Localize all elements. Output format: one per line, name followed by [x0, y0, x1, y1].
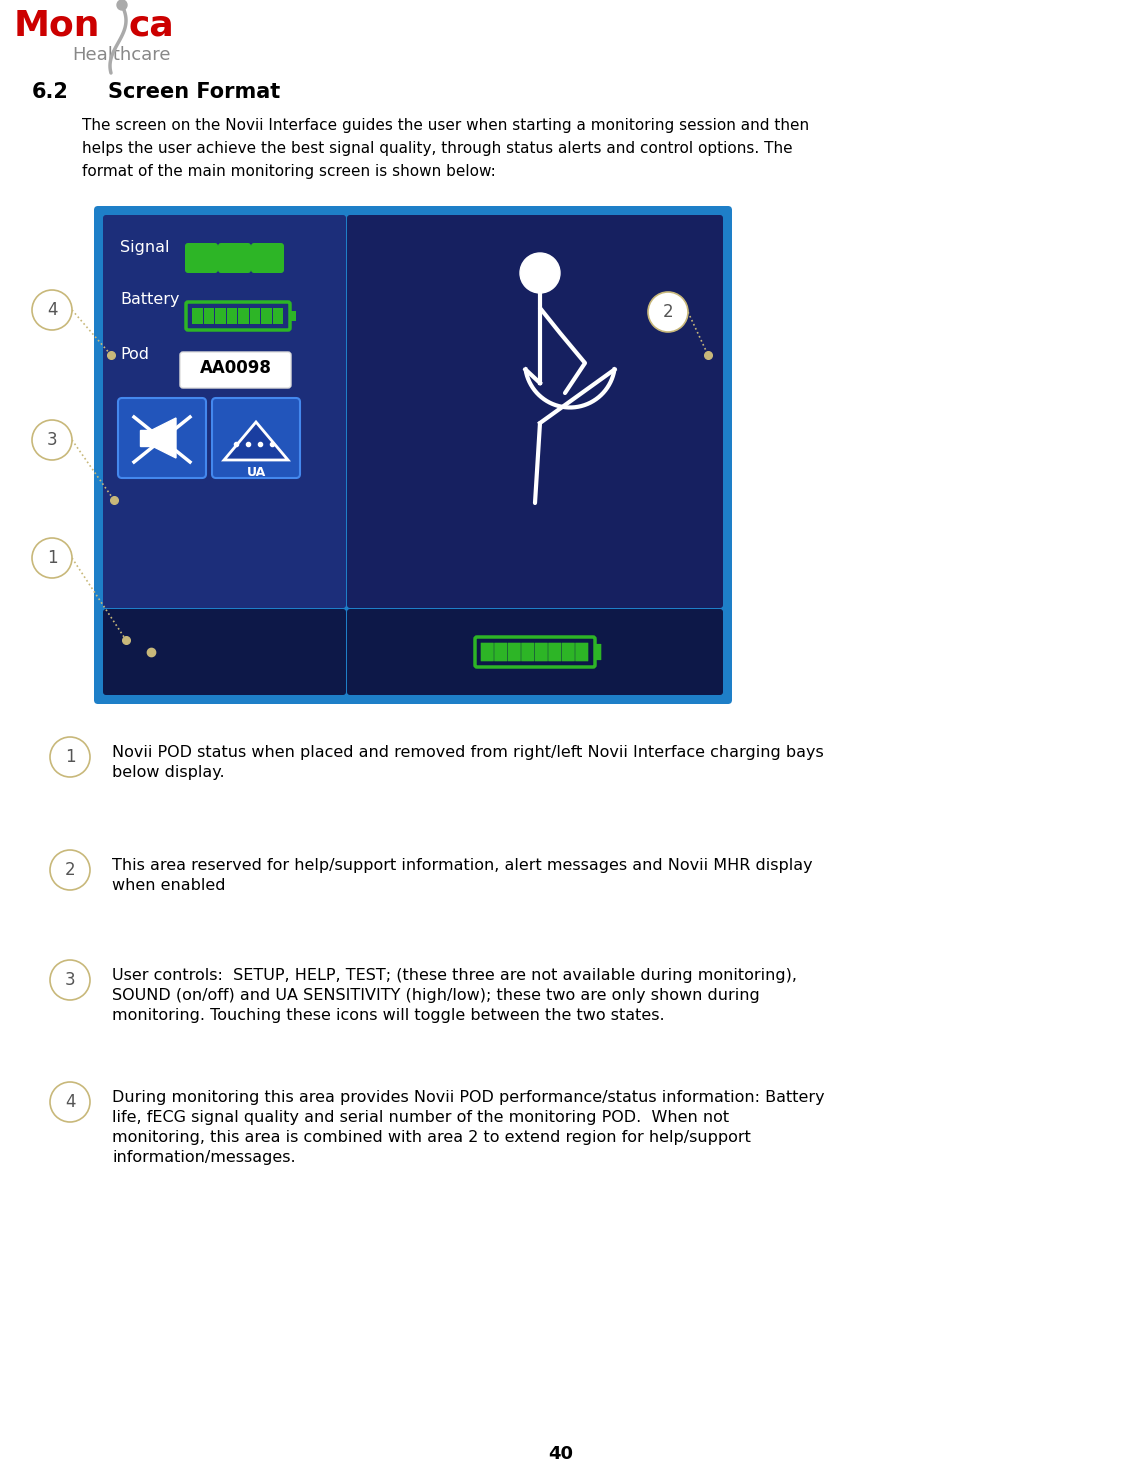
Text: format of the main monitoring screen is shown below:: format of the main monitoring screen is … [82, 164, 495, 178]
FancyBboxPatch shape [521, 643, 535, 662]
FancyBboxPatch shape [214, 308, 226, 324]
FancyBboxPatch shape [535, 643, 548, 662]
Circle shape [648, 292, 688, 332]
Text: SOUND (on/off) and UA SENSITIVITY (high/low); these two are only shown during: SOUND (on/off) and UA SENSITIVITY (high/… [112, 988, 760, 1002]
Text: 4: 4 [65, 1094, 75, 1111]
Text: Signal: Signal [120, 240, 170, 255]
FancyBboxPatch shape [103, 609, 346, 696]
FancyBboxPatch shape [192, 308, 202, 324]
Text: monitoring. Touching these icons will toggle between the two states.: monitoring. Touching these icons will to… [112, 1008, 665, 1023]
Circle shape [51, 1082, 90, 1122]
Text: 4: 4 [47, 301, 57, 318]
FancyBboxPatch shape [118, 398, 206, 478]
FancyBboxPatch shape [252, 243, 284, 273]
Text: 2: 2 [65, 861, 75, 879]
Text: The screen on the Novii Interface guides the user when starting a monitoring ses: The screen on the Novii Interface guides… [82, 118, 810, 133]
Text: when enabled: when enabled [112, 879, 226, 893]
Text: 3: 3 [47, 430, 57, 450]
Text: Mon: Mon [13, 7, 100, 41]
FancyBboxPatch shape [595, 644, 601, 660]
Circle shape [31, 538, 72, 578]
FancyBboxPatch shape [249, 308, 261, 324]
Text: helps the user achieve the best signal quality, through status alerts and contro: helps the user achieve the best signal q… [82, 142, 793, 156]
Text: below display.: below display. [112, 765, 225, 780]
FancyBboxPatch shape [494, 643, 508, 662]
FancyBboxPatch shape [273, 308, 283, 324]
FancyBboxPatch shape [212, 398, 300, 478]
Text: User controls:  SETUP, HELP, TEST; (these three are not available during monitor: User controls: SETUP, HELP, TEST; (these… [112, 968, 797, 983]
FancyBboxPatch shape [347, 215, 723, 607]
Text: life, fECG signal quality and serial number of the monitoring POD.  When not: life, fECG signal quality and serial num… [112, 1110, 729, 1125]
FancyBboxPatch shape [290, 311, 296, 321]
Text: Screen Format: Screen Format [108, 83, 281, 102]
FancyBboxPatch shape [180, 352, 291, 388]
Text: Healthcare: Healthcare [72, 46, 171, 63]
Circle shape [520, 254, 560, 293]
FancyBboxPatch shape [347, 609, 723, 696]
FancyBboxPatch shape [227, 308, 237, 324]
Text: During monitoring this area provides Novii POD performance/status information: B: During monitoring this area provides Nov… [112, 1089, 824, 1106]
FancyBboxPatch shape [508, 643, 521, 662]
Text: Battery: Battery [120, 292, 180, 307]
FancyBboxPatch shape [218, 243, 252, 273]
Text: Pod: Pod [120, 346, 149, 363]
Circle shape [31, 290, 72, 330]
Text: AA0098: AA0098 [200, 360, 272, 377]
Circle shape [51, 850, 90, 890]
Text: 1: 1 [47, 548, 57, 567]
Polygon shape [152, 419, 176, 458]
Text: 2: 2 [663, 304, 674, 321]
FancyBboxPatch shape [94, 206, 732, 705]
Text: 3: 3 [65, 971, 75, 989]
FancyBboxPatch shape [203, 308, 214, 324]
FancyBboxPatch shape [103, 215, 346, 607]
FancyBboxPatch shape [562, 643, 575, 662]
FancyBboxPatch shape [481, 643, 494, 662]
Text: monitoring, this area is combined with area 2 to extend region for help/support: monitoring, this area is combined with a… [112, 1131, 751, 1145]
FancyBboxPatch shape [261, 308, 272, 324]
FancyBboxPatch shape [548, 643, 562, 662]
Polygon shape [223, 422, 287, 460]
Text: 1: 1 [65, 747, 75, 766]
Circle shape [117, 0, 127, 10]
Text: ca: ca [128, 7, 174, 41]
Circle shape [51, 737, 90, 777]
Text: UA: UA [246, 466, 266, 479]
FancyBboxPatch shape [238, 308, 248, 324]
Text: information/messages.: information/messages. [112, 1150, 295, 1164]
Circle shape [51, 960, 90, 999]
Text: Novii POD status when placed and removed from right/left Novii Interface chargin: Novii POD status when placed and removed… [112, 744, 824, 761]
Polygon shape [140, 430, 152, 447]
Text: 6.2: 6.2 [31, 83, 69, 102]
FancyBboxPatch shape [185, 243, 218, 273]
Text: This area reserved for help/support information, alert messages and Novii MHR di: This area reserved for help/support info… [112, 858, 813, 873]
Circle shape [31, 420, 72, 460]
FancyBboxPatch shape [575, 643, 588, 662]
Text: 40: 40 [548, 1445, 574, 1464]
